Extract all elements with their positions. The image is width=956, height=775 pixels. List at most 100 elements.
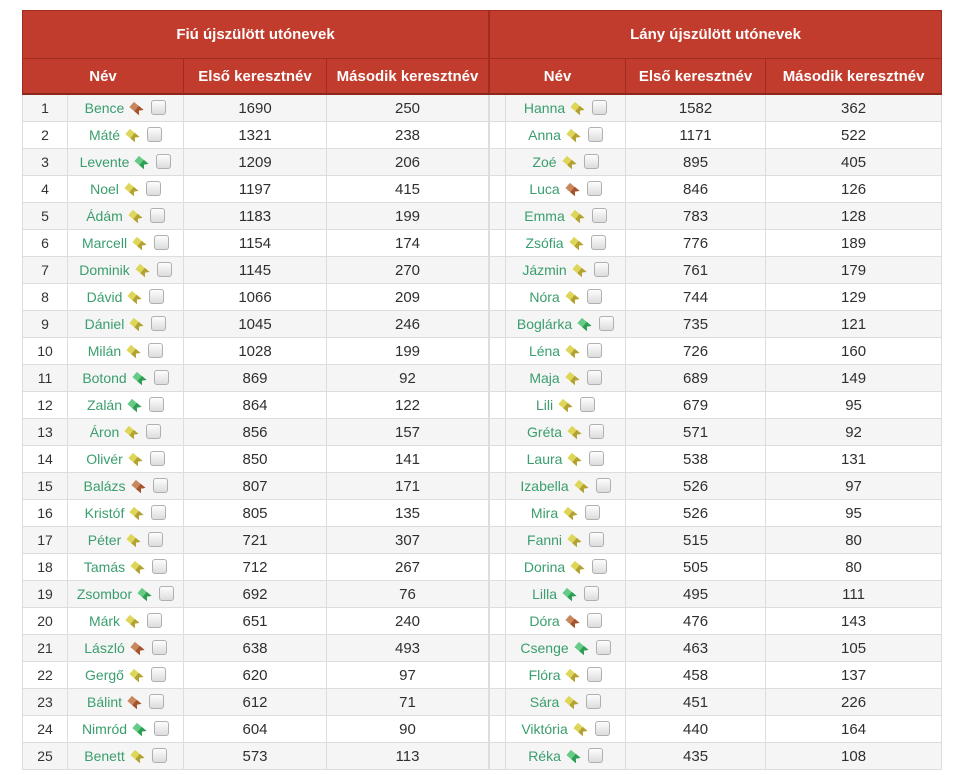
- compare-checkbox[interactable]: [148, 342, 164, 358]
- name-link[interactable]: László: [84, 639, 125, 656]
- name-link[interactable]: Csenge: [520, 639, 569, 656]
- compare-checkbox[interactable]: [587, 342, 603, 358]
- compare-checkbox[interactable]: [589, 531, 605, 547]
- compare-checkbox[interactable]: [154, 234, 170, 250]
- name-link[interactable]: Dániel: [84, 315, 125, 332]
- name-link[interactable]: Máté: [88, 126, 121, 143]
- name-link[interactable]: Zsófia: [525, 234, 564, 251]
- name-link[interactable]: Réka: [528, 747, 561, 764]
- name-link[interactable]: Bence: [84, 99, 125, 116]
- compare-checkbox[interactable]: [586, 612, 602, 628]
- compare-checkbox[interactable]: [151, 315, 167, 331]
- name-link[interactable]: Zsombor: [76, 585, 133, 602]
- name-link[interactable]: Nimród: [81, 720, 128, 737]
- name-link[interactable]: Ádám: [86, 207, 123, 224]
- name-link[interactable]: Izabella: [520, 477, 569, 494]
- name-link[interactable]: Léna: [528, 342, 561, 359]
- name-link[interactable]: Gergő: [85, 666, 124, 683]
- name-link[interactable]: Milán: [87, 342, 122, 359]
- name-link[interactable]: Luca: [529, 180, 560, 197]
- name-link[interactable]: Fanni: [527, 531, 563, 548]
- name-link[interactable]: Gréta: [527, 423, 563, 440]
- compare-checkbox[interactable]: [152, 558, 168, 574]
- name-link[interactable]: Viktória: [521, 720, 568, 737]
- name-link[interactable]: Anna: [528, 126, 561, 143]
- compare-checkbox[interactable]: [149, 450, 165, 466]
- compare-checkbox[interactable]: [589, 450, 605, 466]
- compare-checkbox[interactable]: [146, 423, 162, 439]
- name-link[interactable]: Emma: [524, 207, 565, 224]
- compare-checkbox[interactable]: [592, 558, 608, 574]
- compare-checkbox[interactable]: [153, 369, 169, 385]
- compare-checkbox[interactable]: [159, 585, 175, 601]
- compare-checkbox[interactable]: [592, 99, 608, 115]
- compare-checkbox[interactable]: [583, 153, 599, 169]
- compare-checkbox[interactable]: [154, 720, 170, 736]
- name-link[interactable]: Lilla: [532, 585, 557, 602]
- compare-checkbox[interactable]: [580, 396, 596, 412]
- compare-checkbox[interactable]: [595, 639, 611, 655]
- name-link[interactable]: Noel: [90, 180, 119, 197]
- name-link[interactable]: Dávid: [86, 288, 123, 305]
- compare-checkbox[interactable]: [151, 747, 167, 763]
- compare-checkbox[interactable]: [149, 396, 165, 412]
- name-link[interactable]: Marcell: [81, 234, 128, 251]
- name-link[interactable]: Laura: [526, 450, 563, 467]
- compare-checkbox[interactable]: [147, 612, 163, 628]
- compare-checkbox[interactable]: [593, 261, 609, 277]
- name-link[interactable]: Dorina: [523, 558, 566, 575]
- compare-checkbox[interactable]: [149, 693, 165, 709]
- compare-checkbox[interactable]: [585, 504, 601, 520]
- compare-checkbox[interactable]: [151, 639, 167, 655]
- compare-checkbox[interactable]: [589, 423, 605, 439]
- name-link[interactable]: Lili: [535, 396, 554, 413]
- name-link[interactable]: Mira: [530, 504, 559, 521]
- compare-checkbox[interactable]: [586, 180, 602, 196]
- name-link[interactable]: Nóra: [529, 288, 560, 305]
- name-link[interactable]: Olivér: [86, 450, 123, 467]
- compare-checkbox[interactable]: [150, 666, 166, 682]
- compare-checkbox[interactable]: [148, 531, 164, 547]
- name-link[interactable]: Zoé: [532, 153, 557, 170]
- name-link[interactable]: Boglárka: [516, 315, 573, 332]
- name-link[interactable]: Tamás: [83, 558, 126, 575]
- compare-checkbox[interactable]: [587, 126, 603, 142]
- name-link[interactable]: Márk: [88, 612, 121, 629]
- name-link[interactable]: Benett: [84, 747, 125, 764]
- compare-checkbox[interactable]: [583, 585, 599, 601]
- compare-checkbox[interactable]: [149, 207, 165, 223]
- name-link[interactable]: Flóra: [528, 666, 561, 683]
- compare-checkbox[interactable]: [147, 126, 163, 142]
- name-link[interactable]: Balázs: [83, 477, 126, 494]
- compare-checkbox[interactable]: [151, 99, 167, 115]
- compare-checkbox[interactable]: [156, 153, 172, 169]
- compare-checkbox[interactable]: [152, 477, 168, 493]
- name-link[interactable]: Zalán: [86, 396, 123, 413]
- compare-checkbox[interactable]: [156, 261, 172, 277]
- name-link[interactable]: Péter: [87, 531, 122, 548]
- name-link[interactable]: Maja: [529, 369, 560, 386]
- name-link[interactable]: Dóra: [529, 612, 560, 629]
- compare-checkbox[interactable]: [591, 207, 607, 223]
- name-link[interactable]: Hanna: [523, 99, 566, 116]
- compare-checkbox[interactable]: [599, 315, 615, 331]
- compare-checkbox[interactable]: [587, 666, 603, 682]
- name-link[interactable]: Botond: [82, 369, 127, 386]
- name-link[interactable]: Kristóf: [84, 504, 125, 521]
- name-link[interactable]: Dominik: [79, 261, 130, 278]
- compare-checkbox[interactable]: [587, 747, 603, 763]
- name-link[interactable]: Jázmin: [522, 261, 567, 278]
- compare-checkbox[interactable]: [151, 504, 167, 520]
- name-link[interactable]: Bálint: [86, 693, 123, 710]
- compare-checkbox[interactable]: [594, 720, 610, 736]
- name-link[interactable]: Levente: [79, 153, 130, 170]
- compare-checkbox[interactable]: [586, 369, 602, 385]
- compare-checkbox[interactable]: [149, 288, 165, 304]
- compare-checkbox[interactable]: [586, 288, 602, 304]
- compare-checkbox[interactable]: [590, 234, 606, 250]
- name-link[interactable]: Áron: [89, 423, 120, 440]
- compare-checkbox[interactable]: [145, 180, 161, 196]
- name-link[interactable]: Sára: [529, 693, 560, 710]
- compare-checkbox[interactable]: [586, 693, 602, 709]
- compare-checkbox[interactable]: [595, 477, 611, 493]
